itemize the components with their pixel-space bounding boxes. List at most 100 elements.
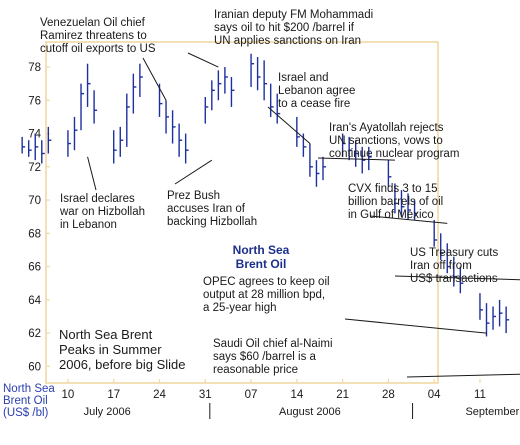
- price-bar: [86, 63, 91, 107]
- price-bar: [256, 57, 261, 91]
- x-tick-label: 14: [290, 389, 303, 401]
- price-bar: [21, 136, 26, 154]
- price-bar: [361, 146, 366, 174]
- x-tick-label: 17: [107, 389, 120, 401]
- month-label: July 2006: [84, 406, 131, 418]
- price-bar: [368, 146, 372, 171]
- y-tick-label: 70: [28, 195, 41, 207]
- y-tick-label: 78: [28, 62, 41, 74]
- price-bar: [315, 160, 320, 187]
- x-tick-label: 11: [474, 389, 486, 401]
- plot-frame: [45, 41, 439, 384]
- annotation-venezuela: Venezuelan Oil chief Ramirez threatens t…: [40, 17, 156, 55]
- annotation-opec: OPEC agrees to keep oil output at 28 mil…: [203, 276, 330, 314]
- month-label: August 2006: [279, 406, 341, 418]
- price-bar: [126, 93, 130, 147]
- price-bar: [263, 60, 268, 101]
- price-bar: [498, 299, 503, 327]
- price-bar: [276, 93, 281, 124]
- price-bar: [204, 96, 209, 124]
- annotation-iran-deputy-fm: Iranian deputy FM Mohammadi says oil to …: [214, 9, 374, 47]
- price-bar: [224, 67, 228, 94]
- price-bar: [34, 133, 39, 161]
- x-tick-label: 24: [153, 389, 166, 401]
- x-tick-label: 28: [382, 389, 395, 401]
- annotation-treasury: US Treasury cuts Iran off from US$ trans…: [410, 247, 499, 285]
- price-bar: [28, 140, 32, 157]
- price-bar: [113, 130, 117, 164]
- price-bar: [269, 83, 274, 117]
- price-bar: [73, 116, 78, 151]
- price-bar: [41, 140, 45, 164]
- price-bar: [139, 63, 143, 97]
- y-axis-unit-label: North Sea Brent Oil (US$ /bl): [3, 383, 55, 419]
- annotation-leader: [142, 57, 167, 101]
- price-bar: [47, 126, 52, 154]
- price-bar: [80, 83, 85, 131]
- price-bar: [387, 160, 392, 187]
- annotation-leader: [267, 106, 311, 144]
- price-bar: [178, 123, 183, 157]
- annotation-israel-war: Israel declares war on Hizbollah in Leba…: [60, 193, 146, 231]
- annotation-bush: Prez Bush accuses Iran of backing Hizbol…: [167, 190, 258, 228]
- annotation-saudi: Saudi Oil chief al-Naimi says $60 /barre…: [213, 338, 333, 376]
- x-tick-label: 10: [62, 389, 75, 401]
- annotation-ayatollah: Iran's Ayatollah rejects UN sanctions, v…: [329, 122, 460, 160]
- annotation-leader: [174, 159, 213, 185]
- price-bar: [184, 133, 189, 164]
- month-label: September 2006: [465, 406, 520, 418]
- price-bar: [211, 80, 215, 111]
- price-bar: [348, 136, 353, 161]
- corner-note: North Sea Brent Peaks in Summer 2006, be…: [59, 327, 186, 372]
- x-tick-label: 07: [245, 389, 258, 401]
- price-bar: [302, 133, 307, 157]
- annotation-leader: [344, 318, 487, 334]
- annotation-ceasefire: Israel and Lebanon agree to a cease fire: [278, 72, 356, 110]
- y-tick-label: 76: [28, 95, 41, 107]
- price-bar: [453, 256, 457, 287]
- x-tick-label: 21: [336, 389, 349, 401]
- price-bar: [217, 70, 222, 101]
- annotation-leader: [369, 215, 448, 224]
- price-bar: [309, 143, 313, 177]
- annotation-cvx: CVX finds 3 to 15 billion barrels of oil…: [348, 183, 444, 221]
- y-tick-label: 72: [28, 162, 41, 174]
- annotation-leader: [406, 373, 520, 378]
- price-bar: [446, 243, 451, 274]
- x-tick-label: 04: [428, 389, 441, 401]
- price-bar: [132, 73, 137, 114]
- y-tick-label: 66: [28, 262, 41, 274]
- price-bar: [440, 233, 444, 260]
- price-bar: [171, 110, 176, 144]
- annotation-leader: [187, 52, 219, 68]
- annotation-leader: [317, 157, 395, 161]
- price-bar: [165, 100, 170, 134]
- price-bar: [230, 77, 235, 107]
- price-bar: [394, 183, 398, 214]
- price-bar: [479, 293, 483, 320]
- price-bar: [322, 156, 327, 181]
- annotation-leader: [87, 156, 97, 191]
- y-tick-label: 60: [28, 361, 41, 373]
- price-bar: [505, 306, 510, 334]
- price-bar: [492, 306, 497, 330]
- price-bar: [67, 130, 71, 157]
- y-tick-label: 62: [28, 328, 41, 340]
- x-tick-label: 31: [199, 389, 212, 401]
- price-bar: [93, 90, 98, 124]
- price-bar: [119, 126, 124, 157]
- series-label: North Sea Brent Oil: [232, 243, 290, 271]
- price-bar: [413, 200, 418, 221]
- price-bar: [250, 53, 255, 87]
- price-bar: [485, 303, 490, 337]
- y-tick-label: 68: [28, 228, 41, 240]
- price-bar: [355, 140, 359, 167]
- annotation-leader: [394, 275, 520, 281]
- y-tick-label: 64: [28, 295, 41, 307]
- price-bar: [400, 190, 405, 217]
- price-bar: [459, 266, 464, 294]
- price-bar: [433, 220, 438, 247]
- price-bar: [407, 193, 412, 221]
